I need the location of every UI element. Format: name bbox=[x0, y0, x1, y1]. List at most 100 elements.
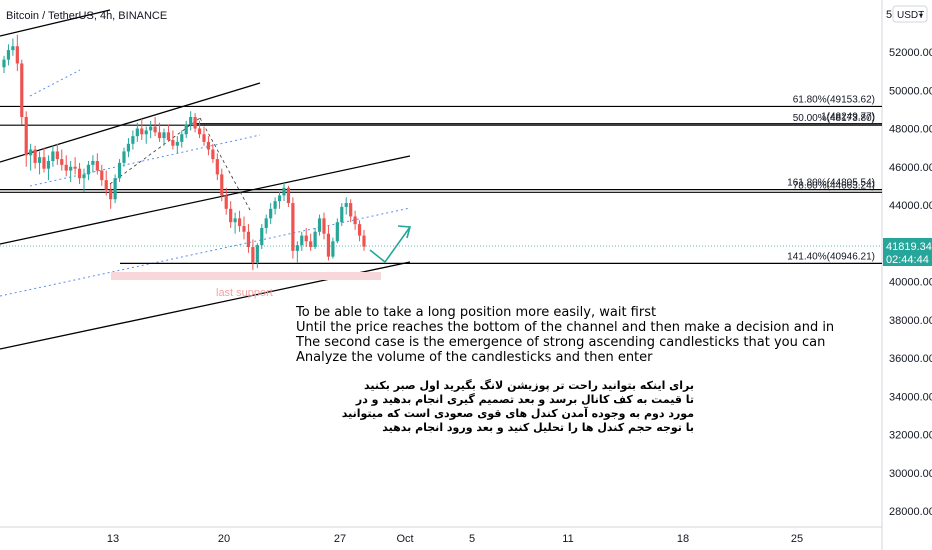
candle-body bbox=[51, 151, 55, 162]
candle-body bbox=[322, 218, 326, 234]
note-fa-line: مورد دوم به وجوده آمدن کندل های قوی صعود… bbox=[342, 406, 694, 420]
price-tick-label: 36000.00 bbox=[889, 353, 932, 365]
candle-body bbox=[46, 161, 51, 169]
candle-body bbox=[220, 174, 224, 196]
price-tick-label: 46000.00 bbox=[889, 162, 932, 174]
candle-body bbox=[295, 245, 299, 251]
candle-body bbox=[317, 218, 322, 232]
candle-body bbox=[229, 208, 233, 223]
fib-label: 78.60%(44663.24) bbox=[793, 180, 875, 191]
candle-body bbox=[73, 166, 77, 169]
channel-top-line bbox=[0, 9, 111, 37]
candle-body bbox=[335, 222, 339, 242]
projection-arrow bbox=[369, 226, 411, 264]
candle-body bbox=[233, 218, 237, 223]
candle-body bbox=[189, 117, 193, 125]
note-persian: برای اینکه بتوانید راحت تر پوزیشن لانگ ب… bbox=[342, 378, 694, 434]
candle-body bbox=[264, 218, 268, 228]
price-tick-label: 40000.00 bbox=[889, 277, 932, 289]
candle-body bbox=[349, 203, 353, 217]
candle-body bbox=[2, 59, 6, 68]
price-axis[interactable]: 52000.00 50000.00 48000.00 46000.00 44000.00… bbox=[889, 47, 932, 518]
price-tick-label: 52000.00 bbox=[889, 47, 932, 59]
candle-body bbox=[24, 117, 28, 156]
current-price-countdown: 02:44:44 bbox=[886, 254, 929, 266]
projection-arrowhead bbox=[397, 225, 412, 239]
trend-dashed-up bbox=[109, 117, 201, 185]
candle-body bbox=[153, 126, 157, 133]
candle-body bbox=[86, 164, 91, 175]
fib-label: 161.80%(44805.54) bbox=[787, 178, 875, 189]
currency-button[interactable] bbox=[892, 5, 928, 23]
channel-mid-line bbox=[0, 155, 411, 245]
candle-body bbox=[331, 241, 335, 257]
candle-body bbox=[291, 203, 295, 251]
candle-body bbox=[91, 161, 95, 165]
candle-body bbox=[82, 174, 86, 179]
candle-body bbox=[175, 141, 179, 146]
candle-body bbox=[206, 141, 211, 150]
price-tick-label: 28000.00 bbox=[889, 506, 932, 518]
candle-body bbox=[126, 143, 131, 152]
candle-body bbox=[60, 159, 64, 165]
price-tick-label: 32000.00 bbox=[889, 430, 932, 442]
candle-body bbox=[255, 245, 259, 263]
candle-body bbox=[149, 126, 153, 131]
time-tick-label: 11 bbox=[562, 533, 573, 545]
candle-body bbox=[69, 166, 73, 171]
note-en-line: To be able to take a long position more … bbox=[295, 305, 656, 320]
candle-body bbox=[197, 128, 202, 135]
channel-dotted-lower bbox=[0, 207, 411, 297]
candle-body bbox=[269, 208, 273, 219]
candle-body bbox=[15, 46, 19, 64]
candle-body bbox=[184, 124, 188, 135]
candle-body bbox=[162, 132, 166, 139]
time-tick-label: 18 bbox=[677, 533, 689, 545]
candle-body bbox=[100, 170, 104, 181]
currency-button-label[interactable]: USDT bbox=[897, 10, 924, 21]
price-tick-label: 38000.00 bbox=[889, 315, 932, 327]
candle-body bbox=[202, 134, 206, 142]
candle-body bbox=[109, 189, 113, 200]
time-tick-label: 27 bbox=[334, 533, 346, 545]
candle-body bbox=[157, 132, 162, 139]
price-tick-label: 34000.00 bbox=[889, 391, 932, 403]
channel-dotted-upper bbox=[29, 69, 81, 97]
candle-body bbox=[304, 235, 308, 242]
candle-body bbox=[6, 50, 11, 60]
candle-body bbox=[362, 235, 366, 247]
candle-body bbox=[357, 224, 362, 236]
candle-body bbox=[180, 134, 184, 142]
time-tick-label: 13 bbox=[107, 533, 119, 545]
time-axis[interactable]: 13 20 27 Oct 5 11 18 25 bbox=[107, 533, 803, 545]
note-fa-line: برای اینکه بتوانید راحت تر پوزیشن لانگ ب… bbox=[364, 378, 694, 392]
candle-body bbox=[300, 235, 304, 246]
candle-body bbox=[340, 206, 344, 223]
candle-body bbox=[171, 139, 175, 146]
candle-body bbox=[37, 157, 42, 163]
time-tick-label: 25 bbox=[791, 533, 803, 545]
price-tick-label: 30000.00 bbox=[889, 468, 932, 480]
note-en-line: The second case is the emergence of stro… bbox=[295, 335, 825, 350]
candle-body bbox=[42, 157, 46, 169]
fib-levels: 61.80%(49153.62) 50.00%(48173.80)1(48249.… bbox=[0, 94, 882, 265]
price-tick-label: 50000.00 bbox=[889, 85, 932, 97]
candle-body bbox=[211, 149, 215, 160]
candle-body bbox=[215, 159, 219, 175]
candle-body bbox=[122, 151, 126, 163]
candle-body bbox=[246, 231, 251, 248]
price-tick-label: 44000.00 bbox=[889, 200, 932, 212]
note-fa-line: تا قیمت به کف کانال برسد و بعد تصمیم گیر… bbox=[355, 393, 694, 406]
candle-body bbox=[64, 164, 68, 171]
candle-body bbox=[113, 178, 117, 200]
channel-upper-line bbox=[0, 82, 261, 163]
channel-dotted-mid bbox=[29, 134, 261, 187]
support-zone bbox=[111, 272, 381, 280]
candle-body bbox=[326, 233, 331, 257]
fib-label: 50.00%(48173.80) bbox=[793, 113, 875, 124]
candle-body bbox=[20, 63, 24, 118]
chevron-down-icon[interactable]: ▾ bbox=[919, 11, 923, 20]
note-english: To be able to take a long position more … bbox=[295, 305, 834, 365]
